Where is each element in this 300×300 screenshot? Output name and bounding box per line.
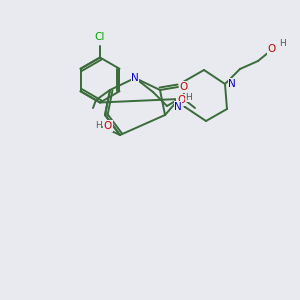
Text: O: O [177,95,185,105]
Text: N: N [131,73,139,83]
Text: H: H [279,40,285,49]
Text: H: H [186,92,192,101]
Text: N: N [228,79,236,89]
Text: O: O [104,121,112,131]
Text: N: N [174,102,182,112]
Text: H: H [94,122,101,130]
Text: Cl: Cl [95,32,105,43]
Text: O: O [268,44,276,54]
Text: O: O [180,82,188,92]
